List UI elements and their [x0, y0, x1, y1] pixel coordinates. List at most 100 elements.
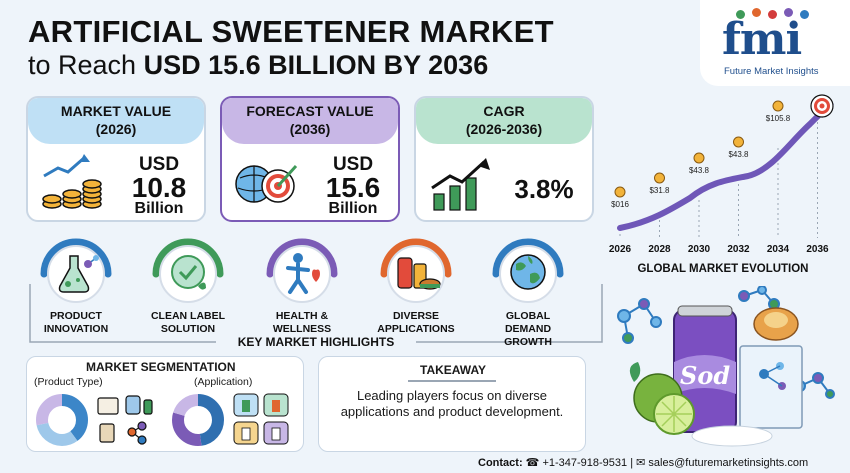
market-value-card: MARKET VALUE (2026) USD 10.8 Billion	[26, 96, 206, 222]
highlight-label-line1: GLOBAL	[505, 310, 551, 322]
card-value: 15.6	[325, 172, 381, 203]
card-head-year: (2026-2036)	[465, 121, 543, 137]
mail-icon: ✉	[636, 457, 646, 469]
card-head-year: (2036)	[289, 121, 331, 137]
chart-data-label: $43.8	[689, 166, 710, 175]
card-currency: USD	[332, 154, 374, 175]
logo-dot-orange-icon	[752, 8, 761, 17]
logo-dot-blue-icon	[800, 10, 809, 19]
molecule-icon	[127, 421, 147, 445]
sweetener-illustration: Sod	[617, 286, 835, 447]
card-header: CAGR (2026-2036)	[416, 98, 592, 144]
takeaway-title: TAKEAWAY	[420, 363, 487, 377]
card-unit: Billion	[328, 200, 378, 217]
person-heart-icon	[286, 253, 320, 294]
card-header: MARKET VALUE (2026)	[28, 98, 204, 144]
highlights-title: KEY MARKET HIGHLIGHTS	[237, 335, 395, 349]
footer-separator: |	[630, 457, 634, 469]
chart-x-tick: 2036	[806, 244, 829, 255]
takeaway-panel	[318, 356, 586, 452]
cagr-card: CAGR (2026-2036) 3.8%	[414, 96, 594, 222]
coins-growth-icon	[42, 154, 102, 209]
card-head-title: CAGR	[483, 103, 525, 119]
highlight-arc	[152, 238, 224, 303]
growth-curve	[617, 109, 825, 231]
highlight-arc	[266, 238, 338, 303]
sweetener-box-icon	[97, 397, 119, 415]
page-title: ARTIFICIAL SWEETENER MARKET	[28, 14, 554, 49]
chart-title: GLOBAL MARKET EVOLUTION	[637, 263, 808, 275]
chart-x-tick: 2034	[767, 244, 790, 255]
cup-icon	[99, 423, 115, 443]
soda-burger-icon	[397, 257, 441, 290]
sweetener-jar-icon	[125, 395, 141, 415]
chart-x-tick: 2030	[688, 244, 711, 255]
logo-dot-purple-icon	[784, 8, 793, 17]
subtitle-prefix: to Reach	[28, 50, 144, 80]
chart-x-tick: 2028	[648, 244, 671, 255]
sweetener-packet-icon	[739, 345, 803, 429]
card-value: 3.8%	[514, 174, 574, 204]
highlight-label: DIVERSE APPLICATIONS	[370, 310, 462, 336]
bar-growth-icon	[431, 158, 490, 211]
market-evolution-chart: $016$31.8$43.8$43.8$105.8 2026 2028 2030 20…	[609, 94, 834, 275]
highlight-label-line2: WELLNESS	[272, 323, 332, 335]
card-header: FORECAST VALUE (2036)	[222, 98, 398, 144]
leaf-check-icon	[171, 255, 206, 290]
target-icon	[810, 94, 834, 118]
highlights-bracket	[29, 284, 603, 343]
takeaway-text: Leading players focus on diverse applica…	[340, 388, 564, 419]
chart-xticks: 2026 2028 2030 2032 2034 2036	[609, 244, 829, 255]
can-text: Sod	[680, 361, 730, 390]
logo-dot-red-icon	[768, 10, 777, 19]
segmentation-product-label: (Product Type)	[34, 376, 103, 388]
chart-gridlines	[619, 122, 818, 238]
sweetener-powder-icon	[691, 425, 773, 447]
logo-dot-green-icon	[736, 10, 745, 19]
logo-name: Future Market Insights	[724, 66, 819, 77]
application-donut	[172, 394, 224, 446]
product-type-icons	[97, 395, 153, 445]
highlight-arc	[380, 238, 452, 303]
footer-email[interactable]: sales@futuremarketinsights.com	[648, 457, 809, 469]
highlight-item: CLEAN LABEL SOLUTION	[142, 230, 234, 338]
card-value: 10.8	[131, 172, 187, 203]
bottle-icon	[143, 399, 153, 415]
footer-phone[interactable]: +1-347-918-9531	[542, 457, 628, 469]
phone-icon: ☎	[525, 457, 540, 469]
chart-data-label: $43.8	[728, 150, 749, 159]
coin-icon	[614, 186, 626, 198]
highlight-item: GLOBAL DEMAND GROWTH	[482, 230, 574, 348]
highlight-label: GLOBAL DEMAND GROWTH	[482, 310, 574, 349]
page-subtitle: to Reach USD 15.6 BILLION BY 2036	[28, 50, 488, 81]
application-icons	[233, 393, 289, 445]
molecule-icon	[617, 298, 662, 344]
highlight-label: HEALTH & WELLNESS	[256, 310, 348, 336]
chart-x-tick: 2026	[609, 244, 632, 255]
molecule-icon	[738, 286, 780, 310]
highlight-label-line2: DEMAND GROWTH	[504, 323, 552, 348]
takeaway-underline	[408, 380, 496, 382]
highlight-label-line1: HEALTH &	[275, 310, 329, 322]
segmentation-title: MARKET SEGMENTATION	[86, 360, 236, 374]
highlight-label-line2: INNOVATION	[43, 323, 109, 335]
chart-data-label: $016	[611, 200, 629, 209]
logo-mark: fmi	[722, 14, 802, 65]
highlight-label-line1: DIVERSE	[392, 310, 440, 322]
pastry-icon	[753, 307, 799, 341]
coin-icon	[733, 136, 744, 148]
flask-molecule-icon	[58, 255, 99, 293]
forecast-value-card: FORECAST VALUE (2036) USD 15.6 Billion	[220, 96, 400, 222]
chart-coins: $016 $31.8 $43.8 $43.8 $105.8	[611, 100, 791, 209]
highlight-label: PRODUCT INNOVATION	[30, 310, 122, 336]
highlight-label-line1: CLEAN LABEL	[150, 310, 226, 322]
card-head-title: FORECAST VALUE	[246, 103, 374, 119]
highlight-label-line2: APPLICATIONS	[377, 323, 455, 335]
highlight-label-line1: PRODUCT	[50, 310, 102, 322]
card-head-title: MARKET VALUE	[60, 103, 172, 119]
card-head-year: (2026)	[95, 121, 137, 137]
highlight-item: HEALTH & WELLNESS	[256, 230, 348, 338]
segmentation-application-label: (Application)	[194, 376, 253, 388]
globe-target-icon	[235, 164, 298, 203]
card-unit: Billion	[134, 200, 184, 217]
